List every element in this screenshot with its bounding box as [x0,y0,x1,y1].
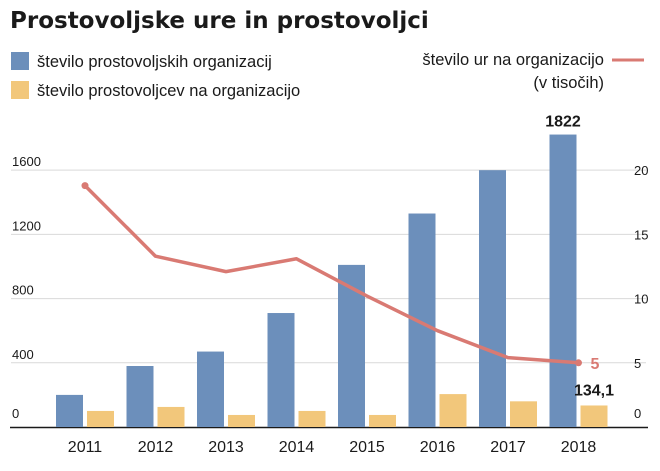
legend-label-volunteers: število prostovoljcev na organizacijo [37,82,300,100]
y-left-tick-0: 0 [12,406,19,421]
y-right-tick-0: 0 [634,406,641,421]
y-right-tick-15: 15 [634,227,648,242]
x-tick-2012: 2012 [138,439,174,456]
y-left-tick-1600: 1600 [12,154,41,169]
legend-swatch-volunteers [11,81,29,99]
x-tick-2017: 2017 [490,439,526,456]
x-tick-2015: 2015 [349,439,385,456]
legend-label-organizations: število prostovoljskih organizacij [37,53,272,71]
x-tick-2018: 2018 [561,439,597,456]
y-right-tick-5: 5 [634,356,641,371]
bar-volunteers-2014 [298,410,326,427]
bar-volunteers-2018 [580,405,608,427]
data-label-1822: 1822 [545,114,581,131]
y-left-tick-400: 400 [12,347,34,362]
bar-volunteers-2011 [87,410,114,427]
bar-organizations-2014 [267,313,295,427]
y-left-tick-800: 800 [12,283,34,298]
bars [56,134,608,427]
bar-volunteers-2016 [439,394,467,427]
line-hours-point-2011 [81,182,89,190]
axis-ticks: 0 400 800 1200 1600 0 5 10 15 20 2011 2012 2013 2014 2… [12,154,648,456]
bar-volunteers-2013 [228,414,255,427]
line-hours [83,183,581,365]
bar-volunteers-2012 [157,406,185,427]
y-right-tick-10: 10 [634,292,648,307]
x-tick-2011: 2011 [68,439,103,456]
chart-title: Prostovoljske ure in prostovoljci [10,8,429,34]
bar-organizations-2018 [549,134,577,427]
data-label-5: 5 [591,356,600,373]
bar-organizations-2013 [197,351,224,427]
y-right-tick-20: 20 [634,163,648,178]
data-label-134,1: 134,1 [574,382,614,399]
legend-label-hours: število ur na organizacijo [422,51,604,69]
bar-organizations-2011 [56,394,83,427]
legend-swatch-organizations [11,52,29,70]
x-tick-2014: 2014 [279,439,315,456]
line-hours-point-2018 [575,359,582,367]
y-left-tick-1200: 1200 [12,218,41,233]
legend-label-hours-unit: (v tisočih) [533,74,604,92]
line-series [81,182,582,367]
bar-volunteers-2017 [510,401,537,427]
x-tick-2016: 2016 [420,439,456,456]
bar-organizations-2012 [126,366,154,427]
grid [10,169,648,429]
bar-volunteers-2015 [369,414,396,427]
x-tick-2013: 2013 [208,439,244,456]
bar-organizations-2017 [479,170,506,427]
annotations: 1822 134,1 5 [545,114,614,400]
